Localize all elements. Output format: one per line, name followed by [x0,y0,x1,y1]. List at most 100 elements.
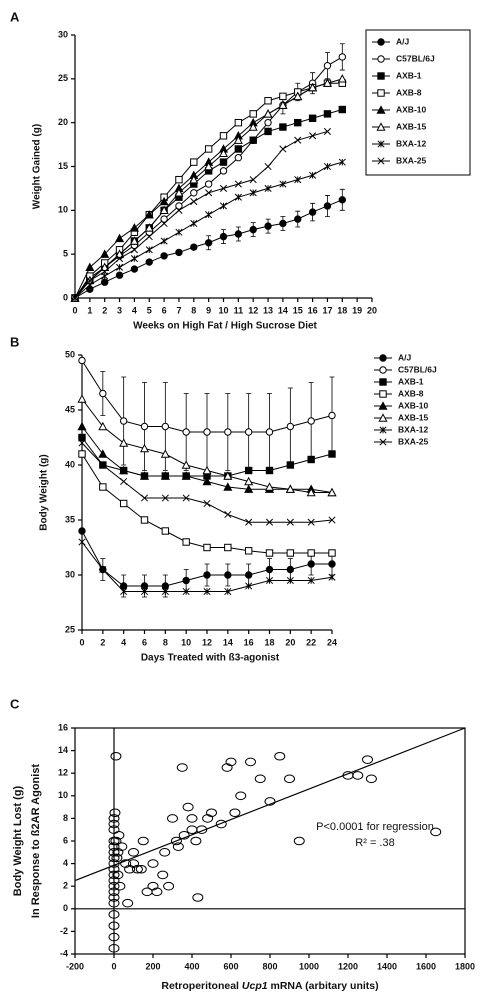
legend-label: AXB-15 [398,412,429,422]
marker-shape [265,428,274,436]
marker [119,582,128,590]
marker [175,248,183,257]
marker-shape [286,461,295,469]
scatter-point [110,836,122,846]
marker-shape [144,209,154,219]
marker [264,184,272,192]
marker [140,587,149,596]
marker [244,484,254,493]
marker-shape [308,114,317,122]
marker-shape [265,518,274,526]
marker-shape [307,576,315,585]
marker [377,140,385,148]
marker-shape [224,587,232,596]
marker-shape [98,421,108,431]
marker [174,188,184,197]
marker [265,518,274,526]
marker-shape [204,239,213,247]
x-tick-label: 24 [327,637,337,647]
annotation: R² = .38 [355,837,394,849]
scatter-point [116,842,128,851]
scatter-point [108,881,120,891]
scatter-point [114,881,126,891]
scatter-point [365,774,377,784]
scatter-point [221,763,233,772]
marker [338,105,347,114]
marker-shape [203,587,211,596]
marker-shape [119,582,128,590]
marker [307,455,315,464]
marker [379,426,387,434]
marker [120,477,128,486]
marker-shape [293,91,303,101]
marker-shape [203,499,211,508]
marker-shape [219,232,228,241]
marker [234,180,242,188]
marker [161,494,169,502]
marker [101,278,109,286]
scatter-point [245,757,256,767]
marker-shape [286,565,295,574]
marker [140,582,149,590]
marker [234,145,243,153]
y-tick-label: 45 [65,404,75,414]
marker-shape [190,158,198,166]
marker [307,417,315,425]
scatter-point [284,774,295,784]
marker-shape [115,233,125,243]
marker [219,132,228,140]
marker [286,576,294,585]
marker-shape [129,236,139,245]
marker-shape [379,438,387,446]
marker [337,74,347,83]
marker [293,91,303,101]
x-tick-label: 10 [218,305,228,315]
marker-shape [338,53,346,61]
marker-shape [248,122,258,131]
scatter-point [362,755,373,764]
marker-shape [264,118,272,127]
marker [264,97,272,105]
marker-shape [219,158,228,166]
marker-shape [182,428,190,436]
marker-shape [160,449,170,458]
marker-shape [279,180,287,188]
marker [205,211,213,219]
marker [204,161,214,171]
marker [144,223,154,232]
x-axis-label: Days Treated with ß3-agonist [141,653,280,664]
marker [130,265,139,273]
marker [323,61,332,70]
marker-shape [279,219,287,228]
series-line [74,130,328,299]
marker [182,587,190,596]
marker-shape [130,265,139,273]
marker-shape [265,576,274,585]
marker [203,571,211,579]
scatter-point [274,751,286,761]
marker-shape [294,118,302,127]
x-tick-label: 1400 [377,961,397,971]
marker-shape [190,198,198,206]
marker-shape [233,135,243,144]
marker [202,465,212,475]
x-tick-label: 18 [337,305,347,315]
marker-shape [190,189,198,197]
marker-shape [245,518,253,526]
marker [203,499,211,508]
marker [377,38,385,46]
marker-shape [224,428,232,436]
scatter-point [151,887,163,897]
scatter-point [182,802,194,812]
marker [160,215,168,223]
scatter-point [112,870,124,880]
marker-shape [264,162,272,171]
scatter-point [108,887,120,897]
marker [307,576,315,585]
scatter-point [176,763,188,772]
marker [294,215,302,223]
marker-shape [205,211,213,219]
marker-shape [223,471,233,480]
marker-shape [379,366,387,374]
marker-shape [328,573,336,581]
